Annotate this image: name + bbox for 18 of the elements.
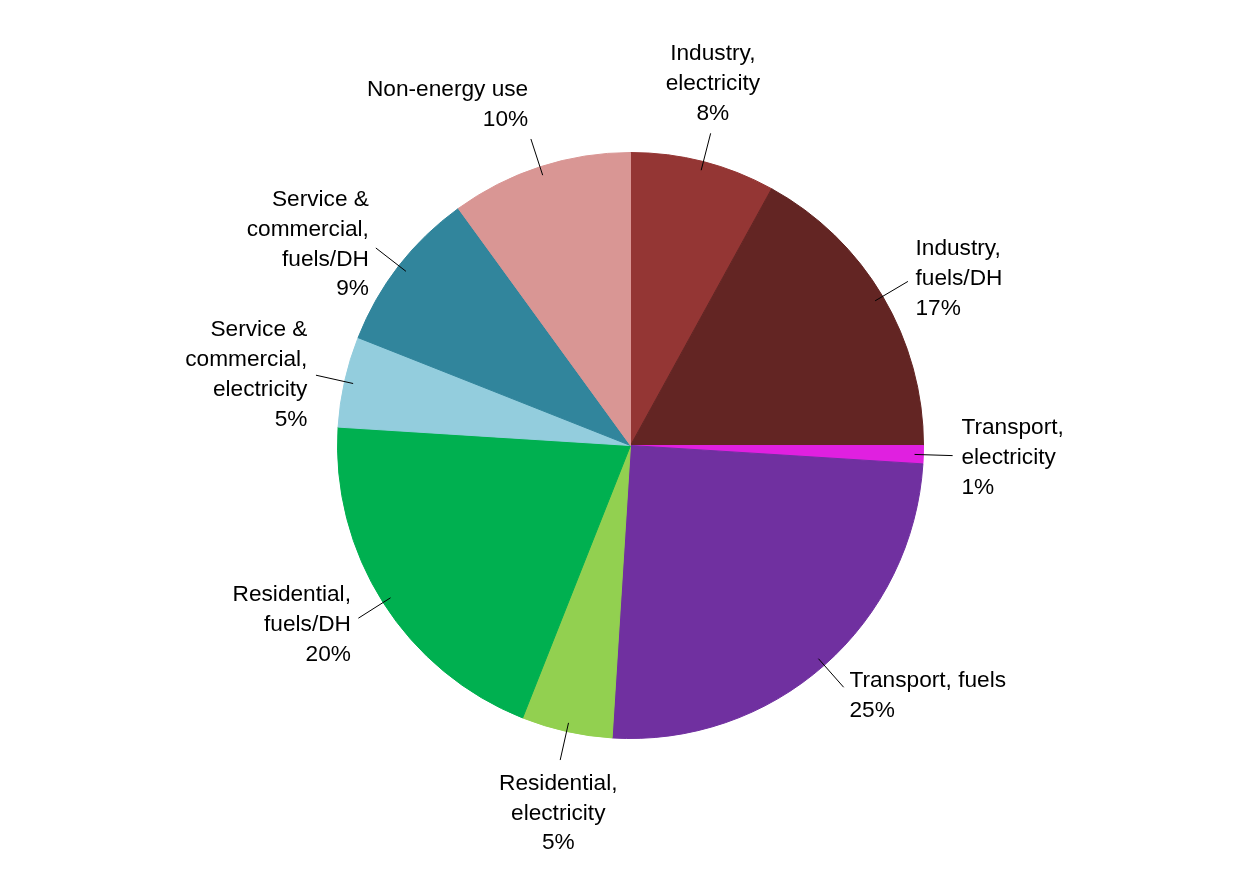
slice-label: Transport, fuels — [849, 665, 1007, 692]
slice-label: Industry, electricity — [665, 39, 761, 95]
slice-label: Industry, fuels/DH — [915, 234, 1003, 290]
slice-label: Service & commercial, electricity — [185, 315, 309, 402]
data-label: 8% — [696, 98, 730, 125]
data-label: 17% — [915, 293, 961, 320]
data-label: 9% — [336, 274, 369, 301]
slice-label: Non-energy use — [366, 74, 529, 101]
slice-label: Service & commercial, fuels/DH — [246, 184, 369, 271]
slice-label: Transport, electricity — [961, 413, 1064, 469]
data-label: 1% — [961, 472, 995, 499]
data-label: 5% — [541, 828, 575, 855]
data-label: 10% — [482, 104, 529, 131]
data-label: 5% — [274, 405, 308, 432]
slice-label: Residential, fuels/DH — [232, 580, 351, 636]
slice-label: Residential, electricity — [499, 768, 618, 825]
data-label: 20% — [305, 639, 351, 666]
data-label: 25% — [849, 695, 895, 722]
